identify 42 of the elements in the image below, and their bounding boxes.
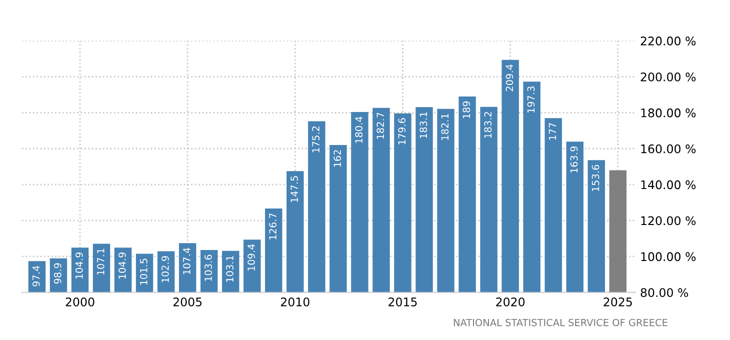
data-label: 126.7 (269, 213, 276, 240)
y-tick-label: 160.00 % (641, 144, 696, 154)
data-label: 104.9 (75, 252, 83, 279)
data-label: 209.4 (506, 64, 514, 92)
y-tick-label: 100.00 % (641, 252, 696, 262)
data-label: 162 (334, 150, 342, 167)
y-tick-label: 80.00 % (640, 288, 688, 298)
y-tick-label: 180.00 % (641, 108, 696, 118)
data-label: 179.6 (398, 118, 406, 144)
y-tick-label: 200.00 % (640, 72, 696, 82)
data-label: 189 (462, 101, 470, 118)
data-label: 183.1 (420, 112, 428, 138)
y-tick-label: 220.00 % (640, 36, 696, 46)
data-label: 102.9 (162, 256, 169, 282)
data-label: 97.4 (32, 266, 40, 286)
data-label: 182.7 (376, 112, 384, 139)
data-label: 153.6 (592, 164, 600, 192)
x-tick-label: 2005 (173, 297, 202, 306)
y-tick-label: 120.00 % (641, 216, 696, 226)
data-label: 177 (548, 123, 556, 140)
y-tick-label: 140.00 % (641, 180, 696, 190)
data-label: 197.3 (527, 86, 535, 113)
data-label: 101.5 (140, 258, 148, 285)
data-label: 109.4 (248, 244, 255, 270)
x-tick-label: 2000 (66, 297, 94, 306)
data-label: 183.2 (484, 112, 492, 138)
data-label: 180.4 (355, 116, 363, 143)
data-label: 98.9 (54, 263, 62, 284)
x-tick-label: 2025 (604, 297, 632, 306)
x-tick-label: 2015 (388, 297, 417, 306)
data-label: 104.9 (118, 252, 126, 279)
data-label: 163.9 (570, 146, 578, 173)
data-label: 103.1 (226, 256, 234, 282)
data-label: 147.5 (290, 176, 298, 202)
x-tick-label: 2010 (280, 297, 310, 306)
data-label: 182.1 (441, 114, 449, 140)
x-tick-label: 2020 (496, 297, 525, 306)
data-label: 103.6 (204, 254, 212, 281)
data-label: 175.2 (312, 126, 320, 152)
text: NATIONAL STATISTICAL SERVICE OF GREECE (454, 318, 668, 326)
data-label: 107.1 (96, 248, 104, 275)
data-label: 107.4 (183, 248, 190, 274)
